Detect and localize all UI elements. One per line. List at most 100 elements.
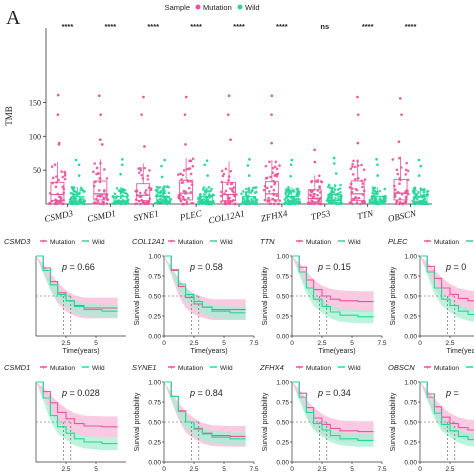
data-point — [264, 164, 268, 168]
km-x-tick-label: 0 — [290, 340, 294, 347]
data-point — [210, 187, 213, 191]
km-curve-wild — [420, 255, 474, 315]
km-x-tick-label: 0 — [418, 340, 422, 347]
data-point — [404, 200, 407, 204]
data-point — [251, 189, 254, 192]
x-tick-label: PLEC — [178, 208, 204, 223]
outlier-point — [160, 164, 163, 168]
km-y-tick-label: 0.75 — [404, 274, 417, 281]
outlier-point — [163, 158, 166, 162]
km-legend-mark: + — [169, 365, 173, 372]
km-x-tick-label: 0 — [162, 466, 166, 473]
km-gene-label: ZFHX4 — [259, 363, 284, 372]
data-point — [102, 197, 105, 200]
data-point — [417, 202, 420, 206]
data-point — [98, 202, 101, 205]
data-point — [262, 188, 266, 192]
km-p-number: = 0.84 — [195, 388, 223, 398]
km-y-tick-label: 0.25 — [276, 314, 289, 321]
outlier-point — [56, 93, 60, 97]
km-p-value: p = 0.15 — [317, 262, 351, 272]
outlier-point — [121, 158, 124, 161]
km-y-axis-label: Survival probability — [134, 266, 141, 325]
data-point — [96, 201, 99, 205]
data-point — [337, 195, 340, 198]
outlier-point — [99, 138, 102, 141]
km-x-axis-label: Time(years) — [62, 348, 99, 355]
data-point — [189, 180, 192, 183]
legend-title: Sample — [165, 3, 190, 12]
outlier-point — [246, 164, 250, 167]
data-point — [330, 189, 334, 193]
data-point — [361, 185, 364, 189]
km-legend-label-mutation: Mutation — [434, 239, 459, 246]
data-point — [275, 194, 279, 198]
data-point — [313, 192, 316, 196]
data-point — [158, 197, 162, 201]
data-point — [273, 182, 276, 186]
data-point — [244, 193, 248, 197]
data-point — [287, 186, 290, 189]
data-point — [371, 186, 375, 189]
data-point — [167, 191, 171, 195]
km-x-tick-label: 5 — [350, 340, 354, 347]
data-point — [97, 172, 100, 175]
data-point — [398, 156, 401, 160]
outlier-point — [398, 97, 402, 100]
data-point — [166, 185, 169, 188]
data-point — [96, 194, 99, 198]
km-y-tick-label: 0.75 — [148, 400, 161, 407]
km-gene-label: CSMD1 — [4, 363, 30, 372]
data-point — [355, 201, 359, 204]
data-point — [191, 164, 195, 168]
km-y-tick-label: 0.25 — [276, 440, 289, 447]
y-axis-label: TMB — [4, 106, 14, 126]
km-p-symbol: p — [61, 262, 67, 272]
box — [327, 194, 342, 204]
data-point — [149, 187, 153, 190]
km-legend-label-wild: Wild — [92, 365, 105, 372]
km-legend-label-mutation: Mutation — [434, 365, 459, 372]
data-point — [272, 188, 276, 192]
data-point — [278, 164, 281, 167]
km-legend-label-mutation: Mutation — [306, 365, 331, 372]
data-point — [273, 165, 277, 169]
data-point — [79, 186, 83, 190]
data-point — [179, 199, 183, 203]
data-point — [72, 186, 76, 190]
outlier-point — [247, 174, 251, 177]
data-point — [54, 185, 58, 189]
data-point — [144, 188, 148, 192]
data-point — [202, 193, 206, 196]
data-point — [50, 165, 54, 168]
km-legend-label-wild: Wild — [220, 239, 233, 246]
km-curve-mutation — [420, 381, 474, 431]
data-point — [351, 173, 355, 176]
data-point — [222, 172, 226, 176]
km-y-tick-label: 0.00 — [276, 334, 289, 341]
data-point — [231, 188, 234, 191]
data-point — [361, 182, 365, 185]
x-tick-label: OBSCN — [387, 208, 418, 224]
km-curve-wild — [36, 381, 118, 445]
data-point — [292, 197, 296, 201]
data-point — [268, 190, 271, 193]
data-point — [404, 173, 407, 176]
data-point — [95, 166, 99, 170]
data-point — [351, 198, 355, 201]
data-point — [420, 202, 424, 206]
km-x-tick-label: 7.5 — [377, 340, 386, 347]
outlier-point — [417, 158, 421, 162]
km-p-symbol: p — [317, 388, 323, 398]
outlier-point — [356, 141, 360, 145]
box — [307, 189, 322, 203]
data-point — [48, 201, 52, 205]
outlier-point — [248, 158, 251, 161]
outlier-point — [98, 94, 101, 97]
data-point — [102, 202, 105, 206]
data-point — [137, 167, 140, 170]
km-y-tick-label: 1.00 — [404, 380, 417, 387]
data-point — [295, 197, 298, 201]
